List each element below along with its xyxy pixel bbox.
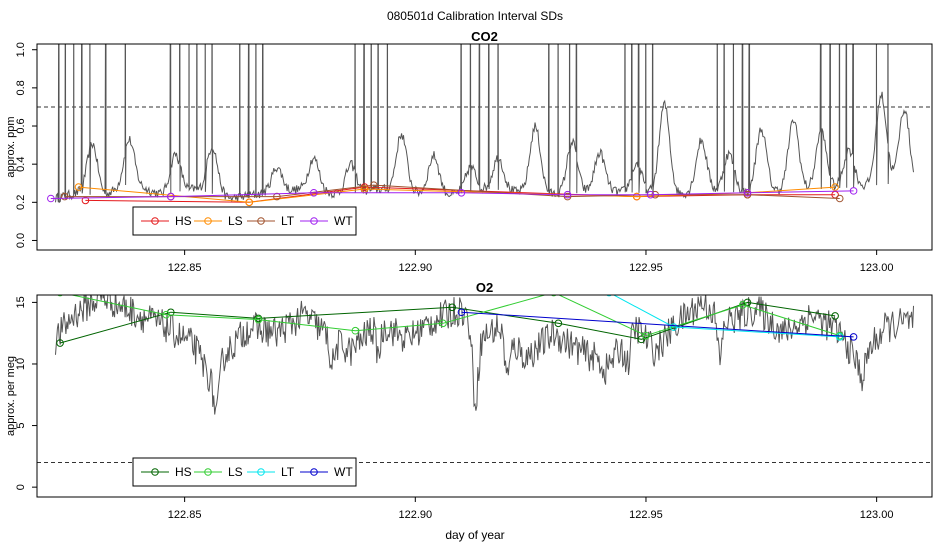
o2-legend-lt-marker xyxy=(257,468,265,476)
co2-plot-area xyxy=(37,44,932,207)
figure-title: 080501d Calibration Interval SDs xyxy=(387,9,563,23)
o2-panel: O2 approx. per meg 0 5 10 15 122.85 122.90 122.9… xyxy=(5,280,933,521)
o2-series-lt-line xyxy=(612,295,840,338)
o2-series-hs-point xyxy=(56,339,64,347)
o2-series-wt-point xyxy=(457,308,466,317)
co2-series-lt-point xyxy=(60,192,69,201)
o2-x-tick-label: 122.85 xyxy=(168,509,202,521)
co2-panel-title: CO2 xyxy=(471,29,498,44)
co2-x-tick-label: 123.00 xyxy=(860,262,894,274)
o2-series-hs-point xyxy=(637,335,646,344)
co2-legend-lt-marker xyxy=(257,217,265,225)
co2-series-ls-point xyxy=(245,198,254,207)
co2-series-ls-point xyxy=(74,183,83,191)
o2-legend-hs-label: HS xyxy=(175,465,192,479)
o2-raw-trace xyxy=(55,295,914,415)
co2-panel: CO2 approx. ppm 0.0 0.2 0.4 0.6 0.8 1.0 122.85 12… xyxy=(5,29,933,274)
o2-plot-frame xyxy=(36,294,933,498)
co2-x-tick-label: 122.90 xyxy=(398,262,432,274)
co2-series-ls-point xyxy=(360,185,369,193)
co2-series-hs-point xyxy=(81,196,90,205)
co2-series-wt-point xyxy=(743,188,752,197)
o2-series-hs-point xyxy=(554,319,563,328)
o2-y-tick-label: 10 xyxy=(15,358,27,370)
o2-series-hs-point xyxy=(448,303,457,312)
o2-series-hs-point xyxy=(831,312,839,320)
co2-legend-hs-marker xyxy=(151,217,159,225)
co2-x-tick-label: 122.85 xyxy=(168,262,202,274)
co2-series-lt-point xyxy=(835,194,844,203)
co2-legend-hs-label: HS xyxy=(175,214,192,228)
o2-series-ls-point xyxy=(162,310,170,319)
o2-y-axis-label: approx. per meg xyxy=(5,356,17,436)
o2-series-ls-point xyxy=(439,319,447,328)
co2-legend-wt-label: WT xyxy=(334,214,353,228)
o2-series-lt-point xyxy=(835,333,844,341)
o2-legend-ls-label: LS xyxy=(228,465,243,479)
o2-series-wt-line xyxy=(461,311,854,338)
o2-series-ls-point xyxy=(642,331,650,340)
o2-legend-wt-label: WT xyxy=(334,465,353,479)
co2-legend-ls-marker xyxy=(204,217,212,225)
co2-series-wt-line xyxy=(50,190,854,199)
o2-y-tick-label: 15 xyxy=(15,296,27,308)
o2-legend-lt-label: LT xyxy=(281,465,295,479)
co2-y-tick-label: 1.0 xyxy=(15,42,27,57)
o2-series-ls-point xyxy=(550,295,557,297)
co2-y-axis-label: approx. ppm xyxy=(5,116,17,177)
co2-series-lt-point xyxy=(563,192,572,201)
o2-series-ls-line xyxy=(69,295,840,337)
co2-series-ls-point xyxy=(831,183,839,191)
co2-y-tick-label: 0.6 xyxy=(15,118,27,133)
o2-y-tick-label: 0 xyxy=(15,484,27,490)
o2-x-tick-label: 122.95 xyxy=(629,509,663,521)
co2-series-wt-point xyxy=(166,192,175,201)
co2-series-wt-point xyxy=(563,190,572,199)
o2-series-hs-point xyxy=(743,298,752,307)
o2-series-ls-point xyxy=(351,326,360,335)
co2-series-lt-point xyxy=(369,181,378,189)
co2-y-tick-label: 0.0 xyxy=(15,233,27,248)
co2-plot-frame xyxy=(36,43,933,251)
o2-legend-hs-marker xyxy=(151,468,159,476)
o2-series-wt-point xyxy=(849,333,858,341)
o2-series-ls-point xyxy=(254,315,263,324)
co2-series-wt-point xyxy=(849,187,858,195)
co2-y-tick-label: 0.8 xyxy=(15,80,27,95)
co2-legend-wt-marker xyxy=(310,217,318,225)
co2-legend: HS LS LT WT xyxy=(132,206,357,236)
o2-series-ls-point xyxy=(57,295,63,297)
co2-legend-ls-label: LS xyxy=(228,214,243,228)
o2-legend: HS LS LT WT xyxy=(132,457,357,487)
co2-series-hs-line xyxy=(85,186,836,203)
o2-series-lt-point xyxy=(669,323,678,331)
co2-series-wt-point xyxy=(47,194,55,203)
o2-x-tick-label: 122.90 xyxy=(398,509,432,521)
o2-series-ls-point xyxy=(739,301,747,309)
co2-series-wt-point xyxy=(310,188,318,197)
co2-series-lt-point xyxy=(743,190,752,199)
o2-plot-area xyxy=(37,295,932,464)
o2-series-hs-point xyxy=(166,308,175,317)
co2-series-wt-point xyxy=(646,190,655,199)
co2-y-tick-label: 0.4 xyxy=(15,157,27,172)
co2-y-tick-label: 0.2 xyxy=(15,195,27,210)
co2-legend-lt-label: LT xyxy=(281,214,295,228)
o2-y-tick-label: 5 xyxy=(15,422,27,428)
co2-series-ls-point xyxy=(632,192,641,201)
o2-panel-title: O2 xyxy=(476,280,493,295)
o2-series-lt-point xyxy=(606,295,612,297)
o2-legend-ls-marker xyxy=(204,468,212,476)
co2-series-wt-point xyxy=(457,188,466,197)
co2-x-tick-label: 122.95 xyxy=(629,262,663,274)
o2-x-tick-label: 123.00 xyxy=(860,509,894,521)
o2-legend-wt-marker xyxy=(310,468,318,476)
x-axis-label: day of year xyxy=(445,528,504,542)
